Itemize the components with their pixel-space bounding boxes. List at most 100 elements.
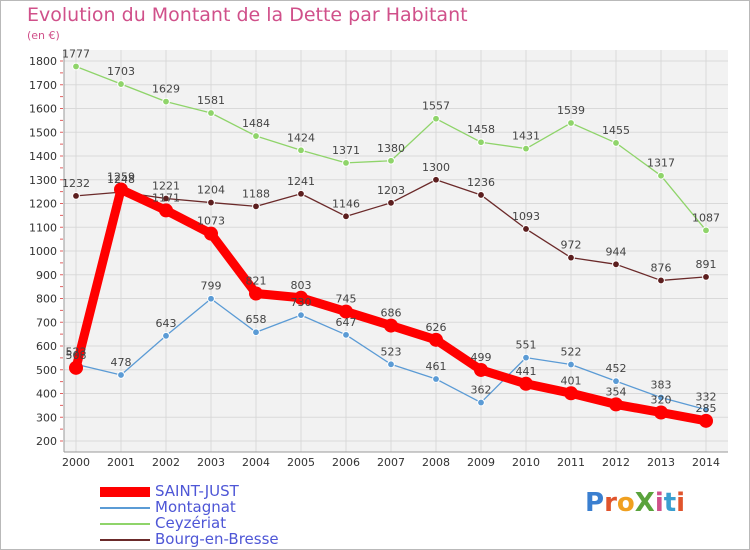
data-point-montagnat xyxy=(342,330,350,339)
data-label-montagnat: 523 xyxy=(381,345,402,358)
data-label-bourg-en-bresse: 972 xyxy=(561,239,582,252)
logo-letter: t xyxy=(663,488,677,518)
data-point-saint-just xyxy=(69,360,83,375)
x-tick-label: 2002 xyxy=(152,456,180,469)
data-label-ceyz-riat: 1317 xyxy=(647,157,675,170)
y-tick-label: 300 xyxy=(36,411,57,424)
data-point-saint-just xyxy=(429,332,443,347)
x-tick-label: 2009 xyxy=(467,456,495,469)
data-label-ceyz-riat: 1539 xyxy=(557,104,585,117)
data-label-saint-just: 1259 xyxy=(107,170,135,183)
x-tick-label: 2011 xyxy=(557,456,585,469)
data-label-bourg-en-bresse: 891 xyxy=(696,258,717,271)
y-tick-label: 200 xyxy=(36,435,57,448)
data-label-ceyz-riat: 1703 xyxy=(107,65,135,78)
data-point-ceyz-riat xyxy=(72,62,80,71)
legend-swatch xyxy=(100,523,150,525)
data-point-montagnat xyxy=(612,377,620,386)
data-point-saint-just xyxy=(249,286,263,301)
data-label-saint-just: 320 xyxy=(651,394,672,407)
x-tick-label: 2003 xyxy=(197,456,225,469)
data-label-ceyz-riat: 1087 xyxy=(692,211,720,224)
data-point-saint-just xyxy=(654,405,668,420)
data-label-bourg-en-bresse: 944 xyxy=(606,245,627,258)
data-label-ceyz-riat: 1484 xyxy=(242,117,270,130)
y-tick-label: 1000 xyxy=(29,245,57,258)
data-label-bourg-en-bresse: 1300 xyxy=(422,161,450,174)
data-label-saint-just: 626 xyxy=(426,321,447,334)
proxiti-logo: ProXiti xyxy=(585,488,685,518)
data-label-bourg-en-bresse: 1188 xyxy=(242,187,270,200)
x-tick-label: 2012 xyxy=(602,456,630,469)
data-point-saint-just xyxy=(159,203,173,218)
data-label-montagnat: 551 xyxy=(516,339,537,352)
data-label-ceyz-riat: 1777 xyxy=(62,47,90,60)
data-point-bourg-en-bresse xyxy=(162,194,170,203)
data-label-bourg-en-bresse: 1204 xyxy=(197,184,225,197)
y-tick-label: 1300 xyxy=(29,174,57,187)
y-tick-label: 700 xyxy=(36,316,57,329)
y-tick-label: 1100 xyxy=(29,221,57,234)
data-label-ceyz-riat: 1455 xyxy=(602,124,630,137)
legend-swatch xyxy=(100,487,150,497)
y-tick-label: 1700 xyxy=(29,79,57,92)
x-tick-label: 2010 xyxy=(512,456,540,469)
data-point-ceyz-riat xyxy=(387,156,395,165)
data-point-montagnat xyxy=(387,360,395,369)
data-label-ceyz-riat: 1371 xyxy=(332,144,360,157)
logo-letter: i xyxy=(676,488,686,518)
data-point-bourg-en-bresse xyxy=(252,202,260,211)
x-tick-label: 2001 xyxy=(107,456,135,469)
data-point-ceyz-riat xyxy=(522,144,530,153)
x-tick-label: 2013 xyxy=(647,456,675,469)
data-label-montagnat: 799 xyxy=(201,280,222,293)
data-point-montagnat xyxy=(702,405,710,414)
data-label-ceyz-riat: 1629 xyxy=(152,83,180,96)
data-point-bourg-en-bresse xyxy=(477,191,485,199)
data-label-ceyz-riat: 1424 xyxy=(287,131,315,144)
data-point-bourg-en-bresse xyxy=(522,225,530,233)
x-tick-label: 2000 xyxy=(62,456,90,469)
data-label-saint-just: 441 xyxy=(516,365,537,378)
data-point-bourg-en-bresse xyxy=(342,212,350,221)
y-tick-label: 1500 xyxy=(29,126,57,139)
data-point-bourg-en-bresse xyxy=(387,198,395,207)
data-label-ceyz-riat: 1581 xyxy=(197,94,225,107)
data-point-montagnat xyxy=(117,371,125,379)
data-label-bourg-en-bresse: 1093 xyxy=(512,210,540,223)
data-label-saint-just: 401 xyxy=(561,374,582,387)
data-label-ceyz-riat: 1557 xyxy=(422,100,450,113)
data-labels: 1777 1703 1629 1581 1484 1424 1371 1380 1557 1458… xyxy=(62,47,720,414)
data-label-montagnat: 643 xyxy=(156,317,177,330)
data-label-montagnat: 523 xyxy=(66,345,87,358)
data-label-saint-just: 354 xyxy=(606,385,627,398)
data-point-montagnat xyxy=(477,398,485,407)
logo-letter: o xyxy=(616,488,635,518)
data-label-saint-just: 499 xyxy=(471,351,492,364)
data-label-bourg-en-bresse: 1241 xyxy=(287,175,315,188)
data-label-bourg-en-bresse: 1221 xyxy=(152,180,180,193)
data-point-montagnat xyxy=(567,360,575,369)
y-tick-label: 1400 xyxy=(29,150,57,163)
legend-swatch xyxy=(100,539,150,541)
data-point-ceyz-riat xyxy=(477,138,485,147)
data-point-ceyz-riat xyxy=(297,146,305,155)
data-point-bourg-en-bresse xyxy=(72,192,80,200)
logo-letter: i xyxy=(654,488,664,518)
data-point-bourg-en-bresse xyxy=(657,276,665,285)
legend-swatch xyxy=(100,507,150,509)
data-point-ceyz-riat xyxy=(567,119,575,127)
chart-title: Evolution du Montant de la Dette par Hab… xyxy=(27,4,468,26)
data-label-saint-just: 285 xyxy=(696,402,717,415)
data-point-bourg-en-bresse xyxy=(207,198,215,207)
data-label-montagnat: 478 xyxy=(111,356,132,369)
data-point-ceyz-riat xyxy=(252,132,260,140)
data-label-montagnat: 522 xyxy=(561,346,582,359)
x-tick-label: 2006 xyxy=(332,456,360,469)
data-label-bourg-en-bresse: 1232 xyxy=(62,177,90,190)
data-label-montagnat: 658 xyxy=(246,313,267,326)
data-point-montagnat xyxy=(522,353,530,362)
legend-label: Ceyzériat xyxy=(155,514,227,532)
data-point-montagnat xyxy=(432,375,440,383)
